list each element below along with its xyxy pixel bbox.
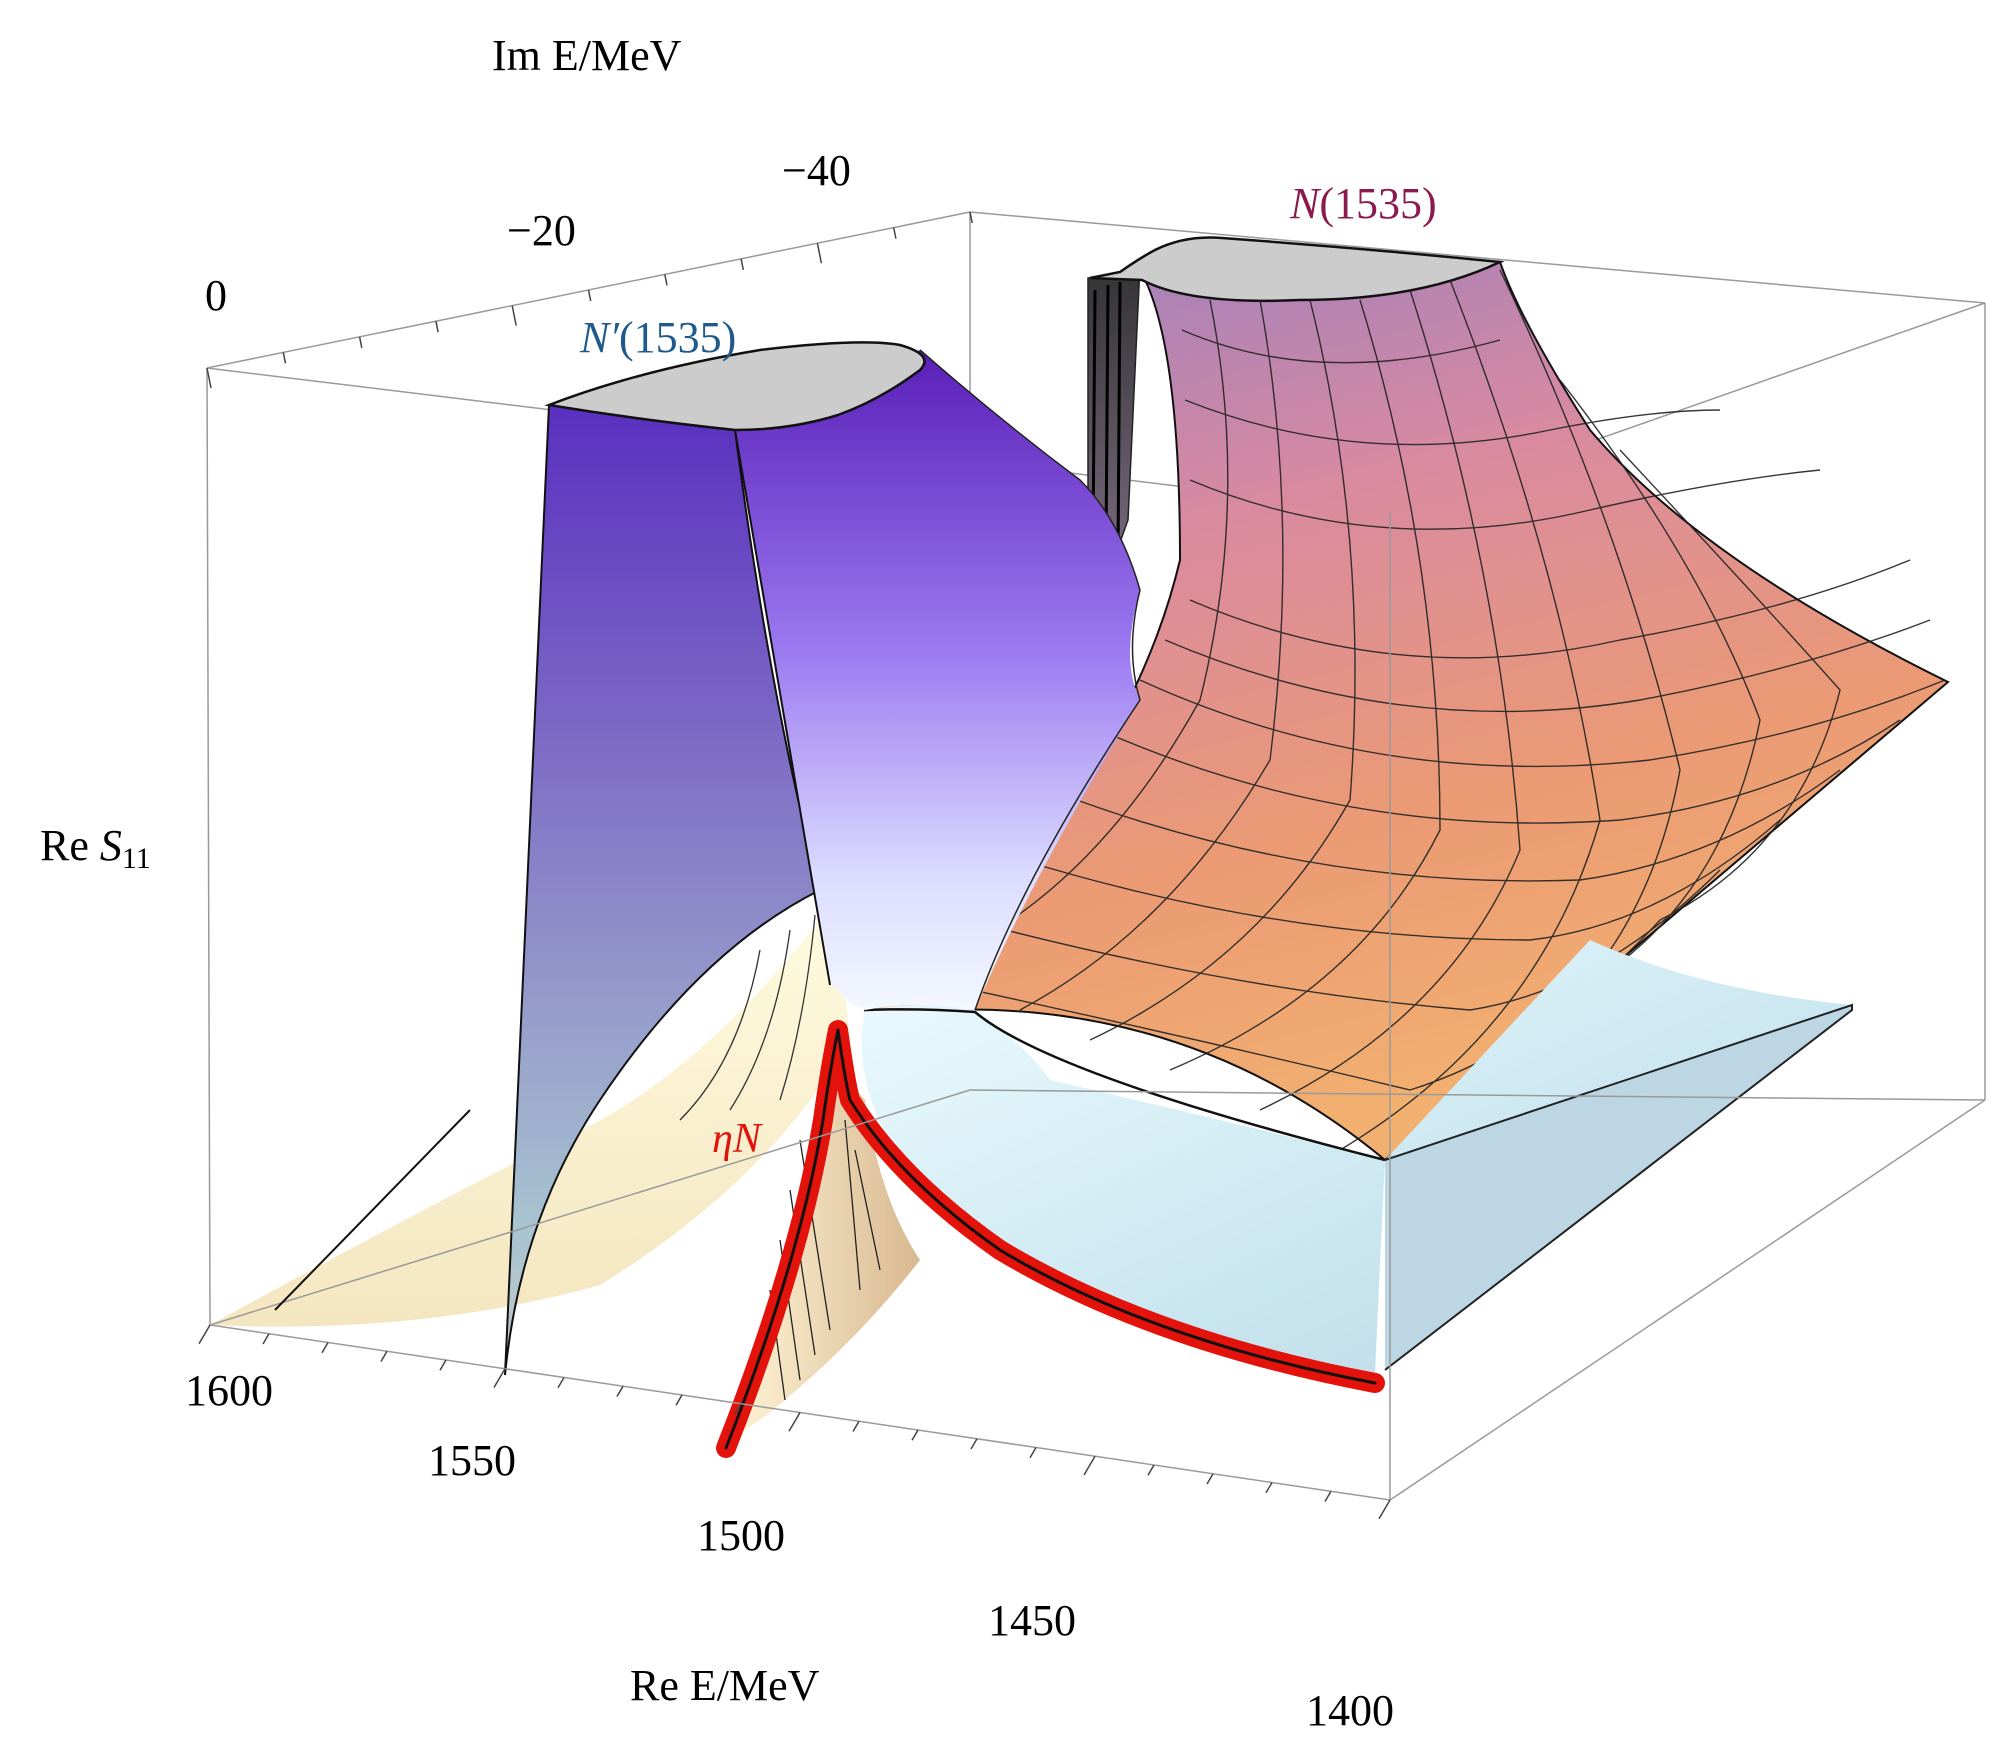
x-tick-mark	[321, 1342, 329, 1354]
orange-surface	[863, 260, 1950, 1162]
x-tick-mark	[1206, 1473, 1214, 1485]
y-tick-mark	[892, 227, 897, 239]
x-tick-label: 1500	[697, 1511, 785, 1560]
cream-surface	[210, 900, 850, 1327]
etaN-label: ηN	[712, 1116, 763, 1162]
y-tick-label: −40	[782, 146, 851, 195]
x-axis-label: Re E/MeV	[630, 1661, 820, 1710]
x-tick-mark	[1029, 1447, 1037, 1459]
x-axis-ticks	[198, 1324, 1391, 1520]
x-tick-mark	[852, 1420, 860, 1432]
nprime-label: N′(1535)	[579, 313, 736, 362]
x-tick-labels: 1600 1550 1500 1450 1400	[185, 1366, 1394, 1735]
x-tick-mark	[970, 1438, 978, 1450]
x-tick-mark	[911, 1429, 919, 1441]
light-blue-edge	[1384, 1003, 1853, 1371]
y-tick-mark	[511, 305, 517, 326]
etaN-threshold-curve	[716, 1020, 1385, 1458]
y-tick-mark	[740, 258, 745, 270]
y-tick-mark	[435, 321, 439, 333]
bounding-box-front	[206, 303, 1986, 1501]
y-axis-ticks	[206, 211, 973, 389]
y-tick-mark	[282, 352, 287, 364]
nprime-pole-right-face	[735, 350, 1140, 1010]
nprime-pole-cap	[544, 341, 926, 432]
nprime-front-edge	[734, 429, 831, 986]
x-tick-mark	[1265, 1482, 1273, 1494]
x-tick-mark	[1083, 1455, 1096, 1476]
n1535-pole-cap	[1089, 236, 1505, 303]
z-axis-label: Re S11	[40, 821, 151, 875]
x-tick-mark	[1324, 1490, 1332, 1502]
x-tick-mark	[1378, 1499, 1391, 1520]
x-tick-mark	[734, 1403, 742, 1415]
y-tick-mark	[587, 289, 592, 302]
y-tick-mark	[969, 211, 973, 224]
nprime-right-edge	[919, 349, 1141, 1011]
y-tick-mark	[816, 243, 823, 264]
x-tick-label: 1550	[428, 1436, 516, 1485]
light-blue-surface	[861, 940, 1852, 1375]
x-tick-label: 1400	[1306, 1686, 1394, 1735]
x-tick-mark	[439, 1359, 447, 1371]
x-tick-mark	[262, 1333, 270, 1345]
orange-front-edge	[864, 1008, 1386, 1162]
x-tick-mark	[557, 1377, 565, 1389]
y-tick-label: 0	[205, 271, 227, 320]
x-tick-mark	[1147, 1464, 1155, 1476]
y-tick-mark	[358, 336, 363, 348]
x-tick-label: 1600	[185, 1366, 273, 1415]
x-tick-mark	[675, 1394, 683, 1406]
x-tick-mark	[380, 1350, 388, 1362]
n1535-label: N(1535)	[1289, 179, 1437, 228]
y-tick-labels: 0 −20 −40	[205, 146, 851, 320]
nprime-pole-left-face	[504, 403, 822, 1376]
floor-curve	[274, 1109, 471, 1311]
x-tick-mark	[493, 1368, 506, 1388]
x-tick-mark	[616, 1385, 624, 1397]
y-tick-mark	[206, 367, 212, 389]
tan-surface	[728, 1065, 920, 1440]
cream-mesh	[679, 914, 816, 1121]
y-axis-label: Im E/MeV	[492, 31, 682, 80]
x-tick-mark	[198, 1324, 211, 1345]
y-tick-label: −20	[507, 206, 576, 255]
y-tick-mark	[664, 274, 668, 286]
x-tick-label: 1450	[988, 1596, 1076, 1645]
x-tick-mark	[788, 1412, 801, 1432]
